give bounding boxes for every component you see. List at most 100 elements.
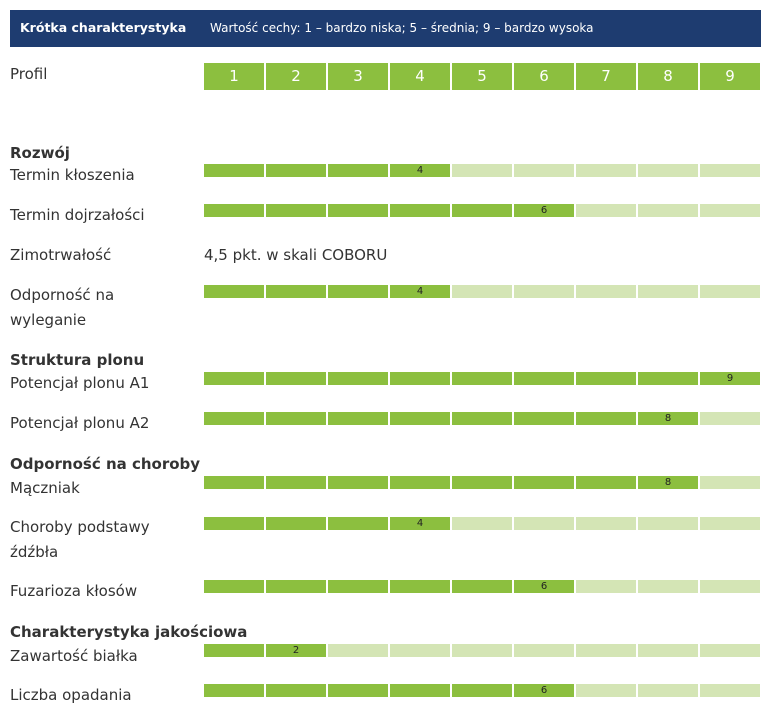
bar-segment-empty — [514, 644, 574, 657]
bar-segment-filled — [204, 372, 264, 385]
bar-value-label: 4 — [416, 165, 424, 176]
bar-segment-filled: 6 — [514, 580, 574, 593]
bar-segment-filled — [266, 204, 326, 217]
bar-value-label: 8 — [664, 413, 672, 424]
bar-segment-filled — [204, 684, 264, 697]
bar-segment-filled — [328, 412, 388, 425]
bar-segment-filled — [204, 412, 264, 425]
bar-segment-empty — [700, 684, 760, 697]
bar-value-label: 6 — [540, 581, 548, 592]
bar-segment-empty — [514, 517, 574, 530]
bar-segment-empty — [700, 164, 760, 177]
bar-segment-filled — [328, 684, 388, 697]
bar-segment-filled: 4 — [390, 517, 450, 530]
bar-segment-filled — [452, 412, 512, 425]
profile-cell-8: 8 — [638, 63, 698, 90]
section-title: Charakterystyka jakościowa — [10, 623, 248, 641]
bar-segment-filled — [204, 517, 264, 530]
bar-value-label: 2 — [292, 645, 300, 656]
bar-segment-filled — [328, 517, 388, 530]
bar-segment-filled — [452, 684, 512, 697]
bar-segment-filled — [266, 164, 326, 177]
row-label: Potencjał plonu A1 — [10, 374, 150, 392]
bar-segment-filled — [266, 580, 326, 593]
bar-segment-filled — [514, 372, 574, 385]
bar-segment-filled — [390, 204, 450, 217]
bar-segment-filled — [204, 644, 264, 657]
bar-segment-empty — [576, 164, 636, 177]
bar-segment-filled: 6 — [514, 684, 574, 697]
bar-value-label: 4 — [416, 286, 424, 297]
row-label: Liczba opadania — [10, 686, 132, 704]
bar-segment-empty — [700, 517, 760, 530]
profile-cell-1: 1 — [204, 63, 264, 90]
bar-segment-filled — [514, 476, 574, 489]
bar-segment-filled — [452, 372, 512, 385]
profile-cell-5: 5 — [452, 63, 512, 90]
row-label: Potencjał plonu A2 — [10, 414, 150, 432]
bar-segment-filled — [390, 476, 450, 489]
row-label: Termin dojrzałości — [10, 206, 145, 224]
bar-segment-empty — [514, 164, 574, 177]
bar-segment-empty — [576, 684, 636, 697]
profile-cell-2: 2 — [266, 63, 326, 90]
row-label: Termin kłoszenia — [10, 166, 135, 184]
profile-cell-7: 7 — [576, 63, 636, 90]
bar-segment-empty — [638, 204, 698, 217]
header-legend: Wartość cechy: 1 – bardzo niska; 5 – śre… — [210, 21, 594, 35]
row-label: Mączniak — [10, 479, 80, 497]
bar-segment-filled — [390, 412, 450, 425]
bar-segment-filled — [390, 372, 450, 385]
bar-segment-filled: 6 — [514, 204, 574, 217]
row-text-value: 4,5 pkt. w skali COBORU — [204, 246, 388, 264]
section-title: Struktura plonu — [10, 351, 145, 369]
bar-segment-filled — [204, 164, 264, 177]
bar-segment-filled: 4 — [390, 285, 450, 298]
bar-segment-filled — [328, 476, 388, 489]
bar-segment-empty — [700, 204, 760, 217]
bar-segment-filled — [328, 372, 388, 385]
section-title: Odporność na choroby — [10, 455, 201, 473]
bar-segment-empty — [700, 476, 760, 489]
bar-value-label: 8 — [664, 477, 672, 488]
bar-value-label: 9 — [726, 373, 734, 384]
bar-segment-empty — [700, 412, 760, 425]
bar-segment-empty — [638, 164, 698, 177]
bar-segment-filled — [328, 580, 388, 593]
row-label: Zawartość białka — [10, 647, 138, 665]
row-label: Zimotrwałość — [10, 246, 112, 264]
bar-segment-empty — [576, 285, 636, 298]
bar-segment-empty — [576, 644, 636, 657]
bar-segment-filled — [204, 285, 264, 298]
header-title: Krótka charakterystyka — [20, 20, 187, 35]
row-label: wyleganie — [10, 311, 87, 329]
bar-segment-filled — [266, 412, 326, 425]
bar-segment-filled — [576, 476, 636, 489]
profile-label: Profil — [10, 65, 48, 83]
bar-segment-empty — [700, 285, 760, 298]
profile-cell-4: 4 — [390, 63, 450, 90]
section-title: Rozwój — [10, 144, 70, 162]
bar-segment-filled — [266, 476, 326, 489]
bar-segment-filled — [390, 580, 450, 593]
bar-segment-empty — [700, 580, 760, 593]
row-label: Odporność na — [10, 286, 115, 304]
bar-segment-empty — [452, 644, 512, 657]
bar-segment-filled — [514, 412, 574, 425]
bar-segment-filled — [576, 412, 636, 425]
bar-segment-empty — [576, 580, 636, 593]
row-label: źdźbła — [10, 543, 59, 561]
bar-segment-empty — [700, 644, 760, 657]
bar-segment-filled — [204, 204, 264, 217]
bar-segment-filled — [328, 285, 388, 298]
row-label: Choroby podstawy — [10, 518, 150, 536]
bar-value-label: 6 — [540, 685, 548, 696]
bar-segment-filled — [452, 580, 512, 593]
bar-segment-filled — [452, 204, 512, 217]
profile-cell-6: 6 — [514, 63, 574, 90]
profile-cell-3: 3 — [328, 63, 388, 90]
bar-segment-filled: 9 — [700, 372, 760, 385]
bar-segment-filled — [266, 285, 326, 298]
bar-segment-filled — [204, 476, 264, 489]
bar-segment-filled: 2 — [266, 644, 326, 657]
